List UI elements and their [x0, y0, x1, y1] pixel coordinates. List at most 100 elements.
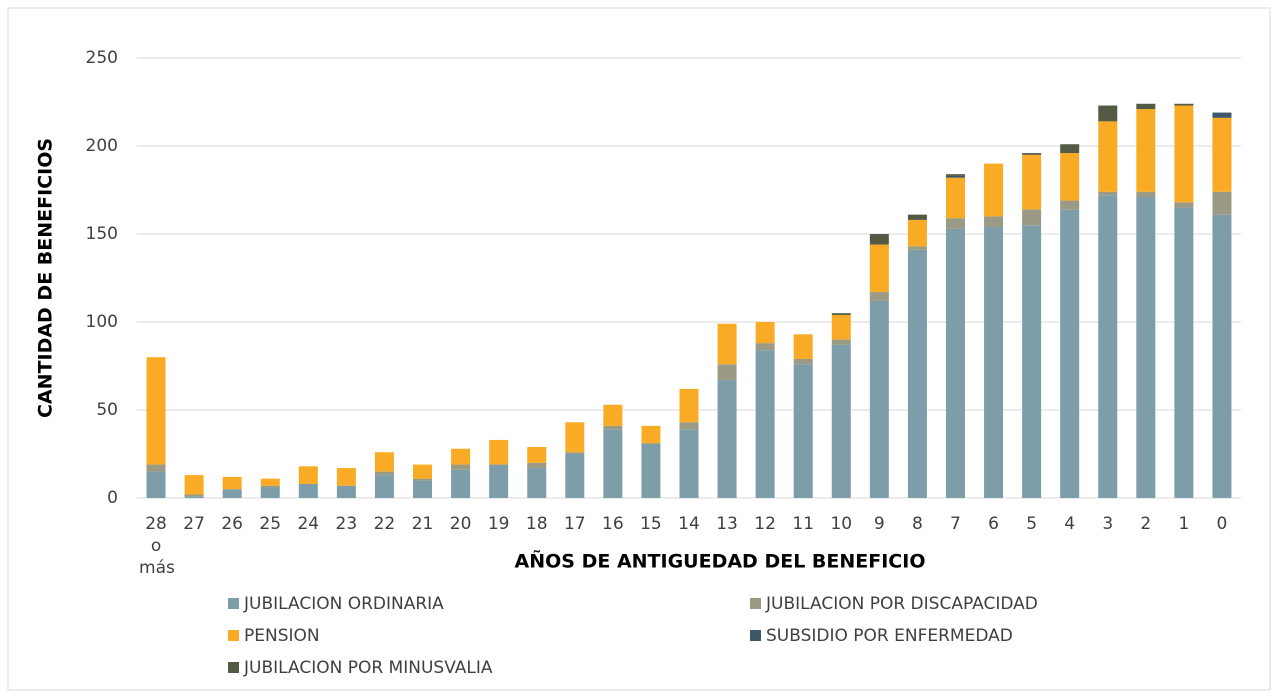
bar-segment	[869, 300, 889, 498]
bar-segment	[945, 177, 965, 219]
legend-label: JUBILACION POR DISCAPACIDAD	[765, 594, 1038, 614]
bar-segment	[1060, 144, 1080, 154]
legend-swatch	[750, 598, 761, 609]
bar-segment	[907, 249, 927, 498]
x-tick-label: 9	[873, 514, 885, 534]
x-tick-label: 10	[830, 514, 853, 534]
bar-segment	[907, 214, 927, 220]
x-tick-label: 0	[1216, 514, 1228, 534]
x-tick-label: 25	[259, 514, 282, 534]
x-tick-label: 2	[1140, 514, 1152, 534]
bar-segment	[527, 446, 547, 463]
x-tick-label: 6	[988, 514, 999, 534]
x-tick-label: 5	[1026, 514, 1038, 534]
x-tick-label: 16	[602, 514, 624, 534]
bar-segment	[1060, 200, 1080, 210]
bar-segment	[1098, 191, 1118, 196]
x-tick-label: 11	[792, 514, 815, 534]
bar-segment	[603, 425, 623, 430]
bar-segment	[755, 322, 775, 344]
bar-segment	[831, 344, 851, 498]
bar-segment	[907, 219, 927, 247]
bar-segment	[298, 466, 318, 484]
bar-segment	[146, 464, 166, 472]
bar-segment	[1212, 112, 1232, 118]
bar-segment	[755, 343, 775, 351]
bar-segment	[1174, 202, 1194, 208]
x-tick-label: 22	[373, 514, 396, 534]
bar-segment	[603, 429, 623, 498]
bar-segment	[1098, 195, 1118, 498]
bar-segment	[831, 313, 851, 315]
bar-segment	[451, 469, 471, 498]
bar-segment	[945, 175, 965, 178]
bar-segment	[1098, 121, 1118, 192]
x-tick-label: 8	[911, 514, 923, 534]
legend-swatch	[228, 662, 239, 673]
bar-segment	[793, 364, 813, 498]
legend-swatch	[750, 630, 761, 641]
y-tick-label: 150	[86, 224, 118, 244]
bar-segment	[527, 468, 547, 498]
x-tick-label: 24	[297, 514, 320, 534]
bar-segment	[869, 292, 889, 301]
bar-segment	[945, 174, 965, 176]
chart-border	[7, 7, 1271, 691]
bar-segment	[374, 475, 394, 498]
bar-segment	[1174, 105, 1194, 203]
legend-swatch	[228, 598, 239, 609]
bar-segment	[489, 439, 509, 465]
bar-segment	[374, 452, 394, 472]
bar-segment	[413, 478, 433, 481]
bar-segment	[260, 487, 280, 498]
x-tick-label: 3	[1102, 514, 1114, 534]
legend-label: SUBSIDIO POR ENFERMEDAD	[766, 626, 1013, 646]
bar-segment	[641, 443, 661, 498]
x-tick-label: 1	[1178, 514, 1190, 534]
bar-segment	[679, 429, 699, 498]
bar-segment	[298, 483, 318, 498]
y-tick-label: 0	[107, 488, 118, 508]
bar-segment	[565, 454, 585, 498]
bar-segment	[641, 425, 661, 444]
bar-segment	[907, 246, 927, 250]
bar-segment	[489, 464, 509, 498]
bar-segment	[184, 496, 204, 498]
y-tick-label: 50	[96, 400, 118, 420]
x-tick-label: 23	[335, 514, 358, 534]
legend-label: JUBILACION POR MINUSVALIA	[243, 658, 493, 678]
bar-segment	[603, 404, 623, 426]
bar-segment	[1136, 103, 1156, 110]
bar-segment	[184, 494, 204, 497]
bar-segment	[717, 323, 737, 365]
bar-segment	[1212, 214, 1232, 498]
bar-segment	[1022, 154, 1042, 210]
x-tick-label: 14	[678, 514, 700, 534]
x-tick-label: 21	[411, 514, 434, 534]
x-tick-label: 28 o más	[139, 514, 175, 578]
y-axis-title: CANTIDAD DE BENEFICIOS	[35, 138, 57, 418]
x-tick-label: 26	[221, 514, 243, 534]
x-tick-label: 15	[640, 514, 662, 534]
x-tick-label: 12	[754, 514, 776, 534]
bar-segment	[945, 228, 965, 498]
bar-segment	[793, 334, 813, 359]
bar-segment	[1136, 109, 1156, 192]
x-tick-label: 18	[525, 514, 548, 534]
bar-segment	[374, 471, 394, 476]
x-tick-label: 19	[487, 514, 510, 534]
bar-segment	[413, 480, 433, 498]
bar-segment	[1174, 103, 1194, 106]
bar-segment	[146, 357, 166, 465]
bar-segment	[1136, 191, 1156, 198]
legend-label: JUBILACION ORDINARIA	[243, 594, 444, 614]
x-axis-title: AÑOS DE ANTIGUEDAD DEL BENEFICIO	[515, 549, 926, 573]
bar-segment	[831, 339, 851, 345]
bar-segment	[869, 234, 889, 245]
y-tick-label: 200	[86, 136, 118, 156]
bar-segment	[945, 218, 965, 229]
bar-segment	[869, 244, 889, 293]
x-tick-label: 20	[449, 514, 472, 534]
